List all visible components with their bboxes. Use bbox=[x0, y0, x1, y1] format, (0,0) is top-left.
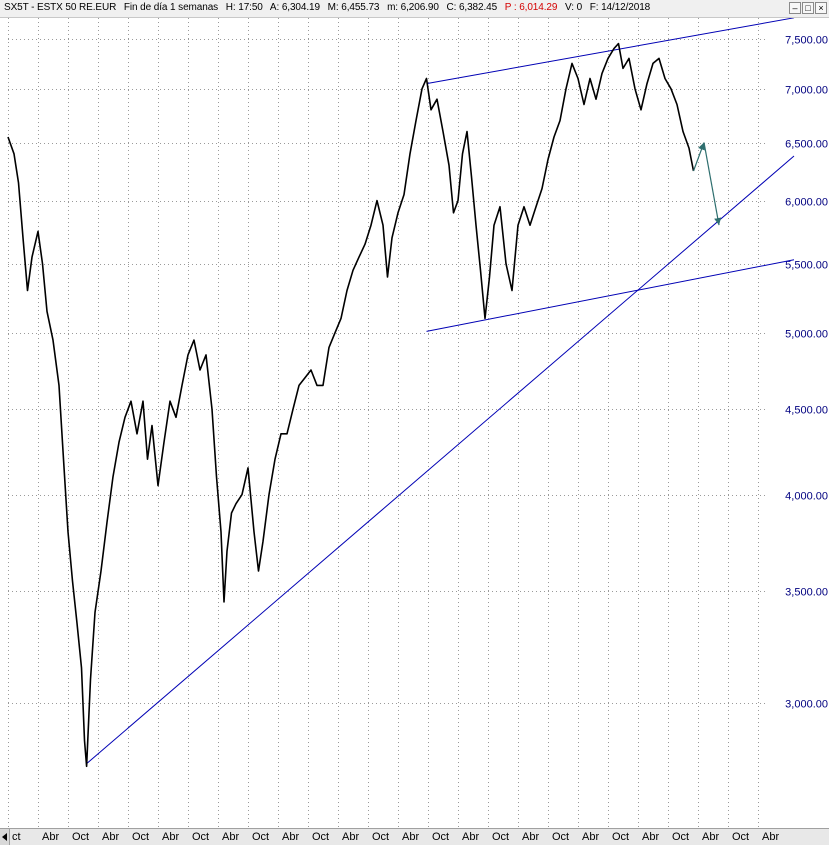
trendline bbox=[86, 155, 795, 765]
x-tick-label: Abr bbox=[222, 831, 240, 843]
y-tick-label: 7,000.00 bbox=[785, 85, 828, 97]
y-tick-label: 6,000.00 bbox=[785, 197, 828, 209]
y-tick-label: 5,000.00 bbox=[785, 329, 828, 341]
y-tick-label: 6,500.00 bbox=[785, 139, 828, 151]
date-value: F: 14/12/2018 bbox=[589, 2, 651, 13]
period-label: Fin de día 1 semanas bbox=[123, 2, 219, 13]
x-tick-label: Abr bbox=[342, 831, 360, 843]
price-value: P : 6,014.29 bbox=[504, 2, 558, 13]
projection-arrow bbox=[692, 142, 705, 172]
x-tick-label: Oct bbox=[492, 831, 510, 843]
symbol-label: SX5T - ESTX 50 RE.EUR bbox=[4, 2, 117, 13]
y-tick-label: 5,500.00 bbox=[785, 260, 828, 272]
x-tick-label: Oct bbox=[252, 831, 270, 843]
x-tick-label: Abr bbox=[42, 831, 60, 843]
projection-arrow bbox=[703, 142, 722, 226]
x-tick-label: Oct bbox=[132, 831, 150, 843]
x-tick-label: Oct bbox=[192, 831, 210, 843]
x-tick-label: Abr bbox=[702, 831, 720, 843]
title-bar: SX5T - ESTX 50 RE.EUR Fin de día 1 seman… bbox=[0, 0, 829, 18]
y-tick-label: 3,500.00 bbox=[785, 587, 828, 599]
x-tick-label: ct bbox=[12, 831, 21, 843]
x-tick-label: Oct bbox=[312, 831, 330, 843]
trendline bbox=[426, 259, 795, 332]
x-tick-label: Abr bbox=[162, 831, 180, 843]
y-tick-label: 4,000.00 bbox=[785, 491, 828, 503]
quote-header: SX5T - ESTX 50 RE.EUR Fin de día 1 seman… bbox=[4, 2, 655, 13]
price-series-line bbox=[7, 42, 695, 768]
x-tick-label: Abr bbox=[522, 831, 540, 843]
x-tick-label: Oct bbox=[672, 831, 690, 843]
x-tick-label: Abr bbox=[282, 831, 300, 843]
x-tick-label: Oct bbox=[732, 831, 750, 843]
x-tick-label: Oct bbox=[612, 831, 630, 843]
x-axis-labels: ct Abr Oct Abr Oct Abr Oct Abr Oct Abr Oct Abr Oct Ab… bbox=[0, 829, 829, 845]
close-icon[interactable]: × bbox=[815, 2, 827, 14]
x-tick-label: Abr bbox=[462, 831, 480, 843]
x-tick-label: Abr bbox=[762, 831, 780, 843]
y-tick-label: 3,000.00 bbox=[785, 699, 828, 711]
hour-value: H: 17:50 bbox=[225, 2, 263, 13]
low-value: m: 6,206.90 bbox=[387, 2, 439, 13]
y-tick-label: 4,500.00 bbox=[785, 405, 828, 417]
x-tick-label: Oct bbox=[552, 831, 570, 843]
x-tick-label: Abr bbox=[402, 831, 420, 843]
x-tick-label: Abr bbox=[642, 831, 660, 843]
x-tick-label: Abr bbox=[102, 831, 120, 843]
scroll-left-icon[interactable] bbox=[0, 829, 10, 845]
price-chart[interactable]: 3,000.00 3,500.00 4,000.00 4,500.00 5,000.00… bbox=[0, 18, 829, 828]
x-tick-label: Abr bbox=[582, 831, 600, 843]
volume-value: V: 0 bbox=[565, 2, 583, 13]
x-tick-label: Oct bbox=[372, 831, 390, 843]
restore-icon[interactable]: □ bbox=[802, 2, 814, 14]
time-axis-bar: ct Abr Oct Abr Oct Abr Oct Abr Oct Abr Oct Abr Oct Ab… bbox=[0, 828, 829, 845]
close-value: C: 6,382.45 bbox=[446, 2, 498, 13]
trendline bbox=[426, 18, 795, 85]
open-value: A: 6,304.19 bbox=[269, 2, 320, 13]
minimize-icon[interactable]: – bbox=[789, 2, 801, 14]
high-value: M: 6,455.73 bbox=[327, 2, 380, 13]
x-tick-label: Oct bbox=[432, 831, 450, 843]
x-tick-label: Oct bbox=[72, 831, 90, 843]
y-tick-label: 7,500.00 bbox=[785, 35, 828, 47]
